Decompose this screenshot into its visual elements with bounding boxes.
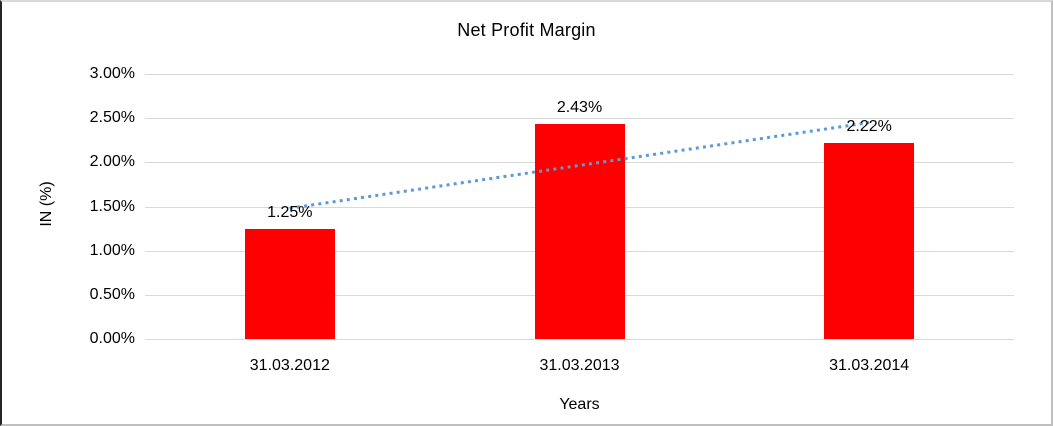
gridline (145, 74, 1014, 75)
x-axis-title: Years (559, 396, 600, 413)
gridline (145, 118, 1014, 120)
plot-area: 1.25% 31.03.2012 2.43% 31.03.2013 2.22% 31.03… (145, 74, 1014, 374)
x-tick-label: 31.03.2014 (829, 357, 910, 374)
chart-title: Net Profit Margin (457, 20, 596, 40)
y-tick-label: 2.50% (89, 109, 135, 127)
data-label: 2.43% (556, 99, 603, 117)
data-label: 2.22% (846, 117, 892, 135)
y-tick-label: 2.00% (89, 153, 135, 171)
x-tick-label: 31.03.2013 (539, 357, 620, 374)
y-tick-label: 0.00% (89, 330, 135, 347)
y-tick-label: 1.50% (89, 197, 135, 215)
bar-31.03.2014[interactable] (824, 142, 915, 339)
data-label: 1.25% (267, 203, 313, 221)
gridline (145, 339, 1014, 340)
y-tick-label: 1.00% (89, 241, 135, 259)
bar-31.03.2012[interactable] (244, 228, 335, 339)
y-tick-label: 3.00% (89, 65, 135, 82)
y-tick-label: 0.50% (89, 285, 135, 303)
bar-31.03.2013[interactable] (534, 124, 625, 339)
x-tick-label: 31.03.2012 (249, 357, 330, 374)
